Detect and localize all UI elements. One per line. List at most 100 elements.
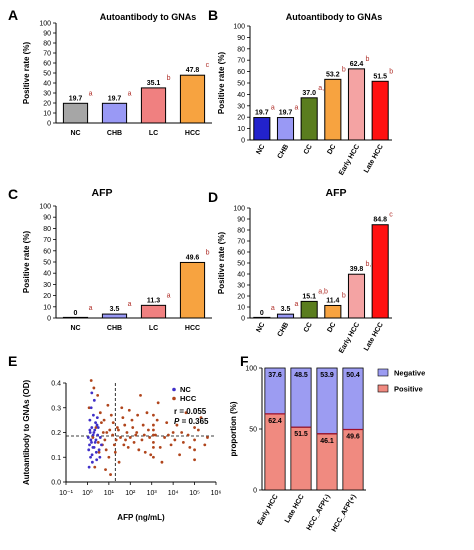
bar (324, 78, 342, 141)
y-tick-label: 20 (237, 294, 245, 301)
significance-label: a (89, 90, 93, 97)
significance-label: c (389, 212, 393, 219)
scatter-point-hcc (107, 455, 111, 459)
x-tick-label: 10¹ (104, 490, 115, 497)
scatter-point-hcc (142, 433, 146, 437)
category-label: LC (149, 130, 158, 137)
scatter-point-hcc (145, 411, 149, 415)
y-tick-label: 30 (43, 282, 51, 289)
panel-d: D AFP Positive rate (%) 0 10 20 30 40 50 60 70 80 90… (208, 187, 393, 355)
scatter-point-hcc (124, 438, 127, 442)
scatter-point-hcc (206, 436, 209, 439)
scatter-point-nc (94, 450, 98, 454)
category-label: NC (255, 322, 266, 334)
scatter-point-hcc (166, 433, 170, 437)
significance-label: b,c (366, 261, 376, 268)
positive-value-label: 49.6 (346, 433, 360, 440)
scatter-point-nc (96, 426, 100, 429)
y-tick-label: 40 (237, 92, 245, 99)
scatter-point-hcc (175, 423, 179, 427)
significance-label: b (366, 56, 370, 63)
bar-value-label: 49.6 (186, 254, 200, 261)
scatter-point-hcc (111, 421, 115, 424)
legend-swatch (377, 368, 389, 377)
bar-value-label: 47.8 (186, 67, 200, 74)
scatter-point-hcc (152, 445, 155, 449)
category-label: Late HCC (363, 144, 385, 175)
scatter-point-hcc (196, 428, 200, 432)
scatter-point-hcc (102, 418, 106, 422)
category-label: CC (303, 322, 314, 334)
bar-value-label: 3.5 (281, 306, 291, 313)
category-label: CHB (107, 325, 122, 332)
significance-label: a (271, 305, 275, 312)
y-tick-label: 50 (249, 427, 257, 434)
bar (371, 224, 389, 319)
scatter-point-hcc (109, 413, 113, 417)
x-tick-label: 10⁰ (82, 489, 93, 497)
y-tick-label: 30 (43, 91, 51, 98)
scatter-point-hcc (119, 436, 122, 439)
scatter-point-hcc (136, 413, 140, 417)
scatter-point-hcc (193, 458, 196, 462)
scatter-point-hcc (169, 443, 173, 447)
scatter-point-hcc (186, 433, 190, 437)
bar (300, 97, 318, 141)
scatter-point-nc (88, 428, 92, 432)
scatter-point-hcc (199, 416, 203, 420)
y-tick-label: 50 (237, 81, 245, 88)
panel-letter: A (8, 7, 18, 23)
y-tick-label: 0 (47, 316, 51, 323)
bar (140, 304, 167, 319)
category-label: CHB (277, 144, 291, 161)
category-label: HCC_AFP(+) (331, 494, 358, 534)
y-tick-label: 0 (47, 121, 51, 128)
bar-value-label: 11.3 (147, 297, 160, 304)
scatter-point-nc (90, 453, 94, 457)
scatter-point-nc (98, 455, 102, 459)
scatter-point-hcc (181, 441, 185, 444)
scatter-point-hcc (92, 386, 96, 390)
bar-value-label: 53.2 (326, 71, 340, 78)
bar (179, 261, 206, 319)
scatter-point-nc (92, 431, 96, 434)
significance-label: b (167, 75, 171, 82)
scatter-point-hcc (193, 438, 196, 442)
significance-label: a (167, 292, 171, 299)
panel-c: C AFP Positive rate (%) 0 10 20 30 40 50 60 70 80 90… (8, 186, 212, 332)
y-tick-label: 10 (43, 304, 51, 311)
scatter-point-hcc (163, 436, 167, 439)
category-label: CHB (107, 130, 122, 137)
scatter-point-hcc (152, 441, 155, 444)
significance-label: a (295, 105, 299, 112)
y-axis-label: Positive rate (%) (217, 232, 226, 295)
y-tick-label: 50 (43, 71, 51, 78)
scatter-point-hcc (96, 393, 100, 397)
scatter-point-hcc (87, 406, 91, 410)
bar-value-label: 19.7 (255, 110, 269, 117)
scatter-point-hcc (109, 473, 112, 476)
p-symbol: P (174, 417, 180, 426)
y-tick-label: 40 (43, 271, 51, 278)
scatter-point-nc (95, 458, 99, 462)
panel-title: Autoantibody to GNAs (286, 12, 383, 22)
scatter-point-nc (98, 436, 102, 439)
y-tick-label: 100 (245, 366, 257, 373)
scatter-point-hcc (93, 465, 97, 469)
negative-value-label: 53.9 (320, 372, 334, 379)
legend-marker (172, 387, 176, 392)
scatter-point-nc (94, 438, 98, 442)
p-value: = 0.365 (179, 417, 209, 426)
scatter-point-nc (88, 418, 92, 422)
scatter-point-hcc (101, 431, 105, 434)
y-tick-label: 0 (241, 138, 245, 145)
scatter-point-hcc (120, 406, 124, 410)
bar (276, 117, 295, 141)
category-label: HCC_AFP(-) (306, 494, 332, 532)
scatter-point-hcc (104, 468, 107, 472)
y-axis-label: Autoantibody to GNAs (OD) (22, 380, 31, 486)
scatter-point-hcc (122, 443, 126, 447)
y-tick-label: 60 (237, 250, 245, 257)
category-label: CC (303, 144, 314, 156)
y-tick-label: 30 (237, 283, 245, 290)
